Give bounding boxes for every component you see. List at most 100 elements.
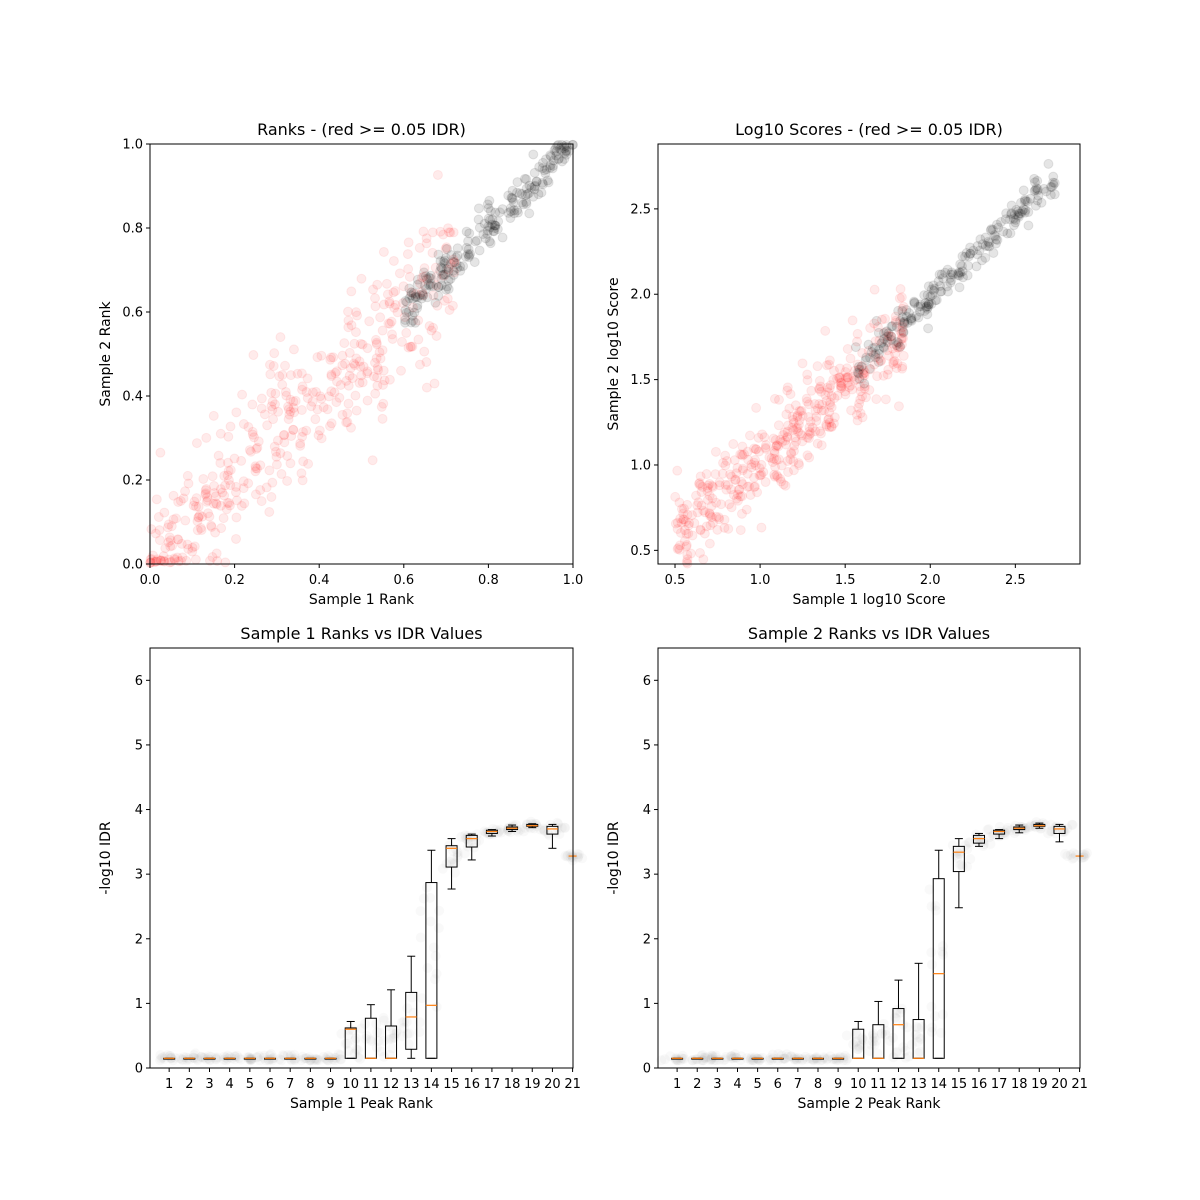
scatter-point-red bbox=[842, 372, 853, 383]
scatter-point-red bbox=[215, 500, 226, 511]
scatter-point-red bbox=[348, 358, 359, 369]
scatter-point-red bbox=[852, 359, 863, 370]
scatter-point-red bbox=[760, 477, 771, 488]
scatter-point-red bbox=[271, 459, 282, 470]
scatter-point-red bbox=[814, 398, 825, 409]
scatter-point-black bbox=[452, 243, 463, 254]
scatter-point-red bbox=[193, 512, 204, 523]
scatter-point-red bbox=[256, 496, 267, 507]
scatter-point-red bbox=[362, 368, 373, 379]
box-2 bbox=[183, 1057, 196, 1060]
scatter-point-red bbox=[285, 394, 296, 405]
scatter-point-red bbox=[381, 278, 392, 289]
scatter-point-red bbox=[384, 298, 395, 309]
scatter-point-red bbox=[782, 455, 793, 466]
x-tick-label: 11 bbox=[363, 1077, 380, 1092]
rank-point bbox=[926, 947, 937, 958]
scatter-point-red bbox=[672, 544, 683, 555]
scatter-point-red bbox=[326, 369, 337, 380]
scatter-point-red bbox=[168, 514, 179, 525]
scatter-point-red bbox=[256, 403, 267, 414]
scatter-point-red bbox=[741, 504, 752, 515]
scatter-point-black bbox=[412, 274, 423, 285]
scatter-point-black bbox=[465, 248, 476, 259]
scatter-point-black bbox=[534, 161, 545, 172]
scatter-point-red bbox=[707, 517, 718, 528]
rank-point bbox=[418, 893, 429, 904]
y-tick-label: 6 bbox=[135, 674, 143, 689]
scatter-point-red bbox=[682, 499, 693, 510]
scatter-point-black bbox=[963, 260, 974, 271]
ranks-y-ticks: 0.0 0.2 0.4 0.6 0.8 1.0 bbox=[122, 138, 150, 573]
scatter-point-red bbox=[349, 360, 360, 371]
scatter-point-black bbox=[408, 288, 419, 299]
rank-point bbox=[416, 993, 427, 1004]
scatter-point-red bbox=[406, 341, 417, 352]
box-3 bbox=[711, 1057, 724, 1060]
scatter-point-red bbox=[777, 436, 788, 447]
scatter-point-red bbox=[181, 555, 192, 566]
scatter-point-black bbox=[463, 249, 474, 260]
scatter-point-black bbox=[494, 207, 505, 218]
scatter-point-red bbox=[238, 419, 249, 430]
scatter-point-red bbox=[408, 302, 419, 313]
scatter-point-red bbox=[370, 334, 381, 345]
scatter-point-red bbox=[834, 363, 845, 374]
scatter-point-red bbox=[285, 370, 296, 381]
scatter-point-red bbox=[351, 307, 362, 318]
scatter-point-red bbox=[275, 332, 286, 343]
scatter-point-red bbox=[852, 415, 863, 426]
scatter-point-red bbox=[399, 312, 410, 323]
scatter-point-red bbox=[396, 365, 406, 376]
scatter-point-red bbox=[322, 404, 333, 415]
scatter-point-red bbox=[711, 497, 722, 508]
scatter-point-red bbox=[325, 354, 336, 365]
scatter-point-black bbox=[441, 263, 452, 274]
scatter-point-red bbox=[714, 477, 725, 488]
scatter-point-red bbox=[679, 525, 690, 536]
scatter-point-red bbox=[726, 502, 737, 513]
scatter-point-red bbox=[824, 383, 835, 394]
scatter-point-red bbox=[788, 417, 799, 428]
rank-point bbox=[747, 1055, 758, 1066]
scatter-point-black bbox=[490, 207, 501, 218]
ranks-marks bbox=[145, 139, 578, 568]
scatter-point-red bbox=[250, 466, 261, 477]
scatter-point-black bbox=[484, 222, 495, 233]
scatter-point-red bbox=[804, 422, 815, 433]
scatter-point-red bbox=[416, 272, 427, 283]
scatter-point-red bbox=[238, 483, 249, 494]
rank-point bbox=[872, 1048, 883, 1059]
x-tick-label: 3 bbox=[713, 1077, 721, 1092]
scatter-point-red bbox=[197, 511, 208, 522]
scatter-point-red bbox=[176, 538, 187, 549]
scatter-point-red bbox=[386, 316, 397, 327]
scatter-point-black bbox=[850, 342, 861, 353]
scatter-point-red bbox=[222, 457, 233, 468]
scatter-point-red bbox=[805, 428, 816, 439]
scatter-point-red bbox=[852, 328, 863, 339]
scores-x-axis-label: Sample 1 log10 Score bbox=[792, 592, 945, 608]
scatter-point-red bbox=[444, 227, 455, 238]
scatter-point-black bbox=[1046, 181, 1057, 192]
scatter-point-red bbox=[340, 358, 350, 369]
scatter-point-red bbox=[375, 312, 386, 323]
scatter-point-red bbox=[419, 346, 430, 357]
scatter-point-red bbox=[883, 350, 894, 361]
scatter-point-red bbox=[345, 363, 356, 374]
scatter-point-red bbox=[193, 512, 204, 523]
scatter-point-red bbox=[753, 432, 764, 443]
scatter-point-red bbox=[445, 227, 456, 238]
scatter-point-red bbox=[200, 485, 211, 496]
scatter-point-red bbox=[316, 433, 327, 444]
scatter-point-red bbox=[766, 453, 777, 464]
scatter-point-red bbox=[182, 539, 193, 550]
scatter-point-black bbox=[557, 156, 568, 167]
y-tick-label: 2 bbox=[135, 932, 143, 947]
scatter-point-red bbox=[332, 376, 342, 387]
scatter-point-red bbox=[223, 431, 234, 442]
scatter-point-red bbox=[704, 538, 715, 549]
scatter-point-red bbox=[288, 396, 299, 407]
scatter-point-red bbox=[851, 409, 862, 420]
scatter-point-black bbox=[507, 192, 518, 203]
